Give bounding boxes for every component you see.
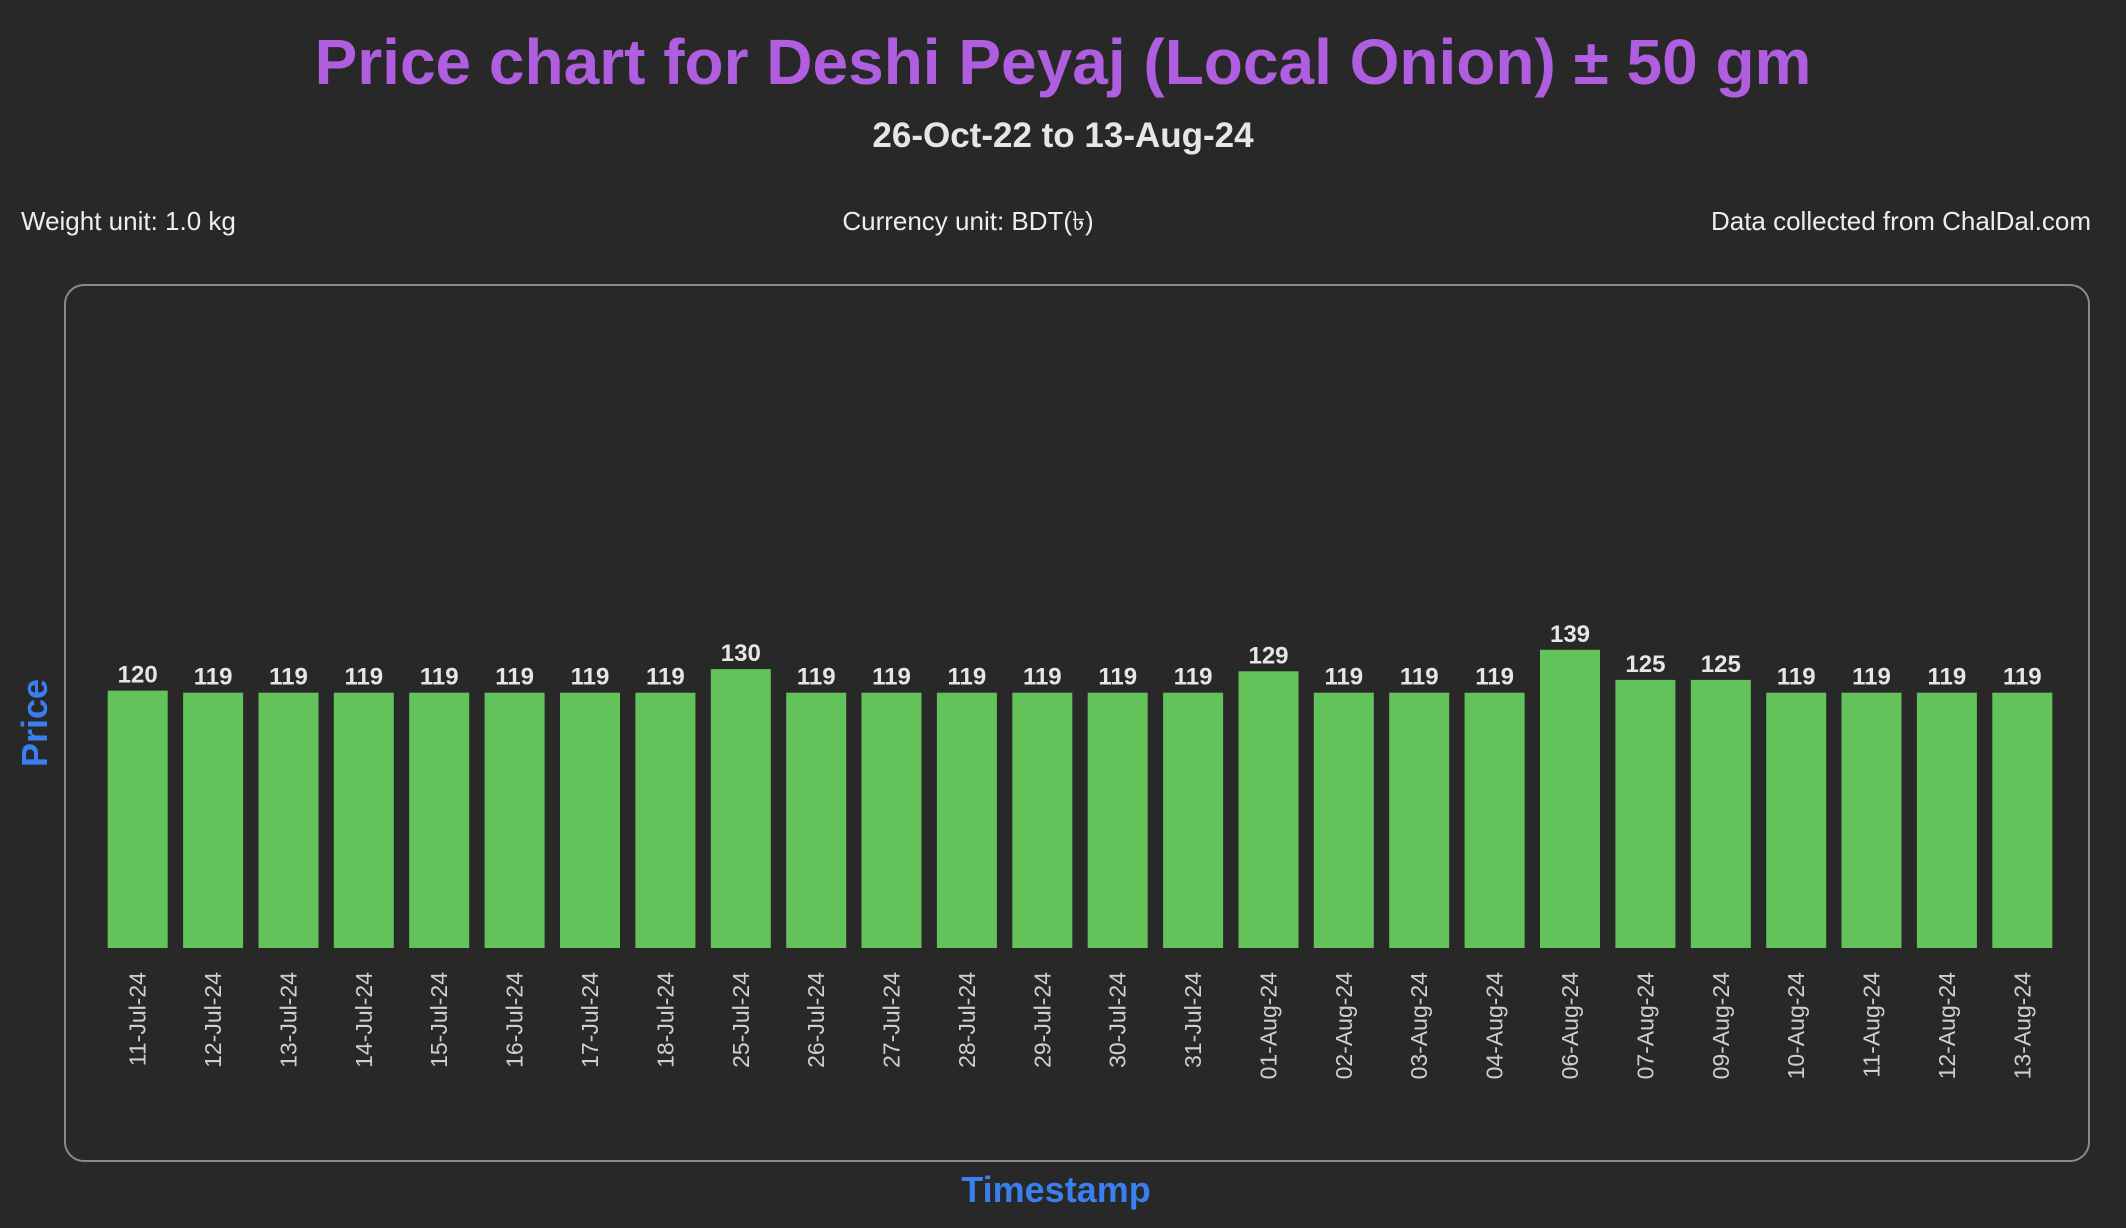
bar-value-label: 119 <box>1475 664 1514 691</box>
bar-value-label: 119 <box>495 664 534 691</box>
bar <box>333 692 394 948</box>
bar-value-label: 119 <box>571 664 610 691</box>
bar-value-label: 119 <box>1928 664 1967 691</box>
bar <box>710 669 771 948</box>
x-axis-label: Timestamp <box>961 1169 1151 1210</box>
bar-value-label: 119 <box>797 664 836 691</box>
x-tick-label: 31-Jul-24 <box>1180 972 1206 1068</box>
bar-value-label: 119 <box>1098 664 1137 691</box>
bar <box>183 692 244 948</box>
x-tick-label: 25-Jul-24 <box>728 972 754 1068</box>
bar <box>409 692 470 948</box>
bar <box>1087 692 1148 948</box>
bar-value-label: 125 <box>1701 651 1741 678</box>
bar <box>1163 692 1224 948</box>
x-tick-label: 06-Aug-24 <box>1557 972 1583 1080</box>
bar-value-label: 119 <box>948 664 987 691</box>
bar <box>1540 649 1600 948</box>
x-tick-label: 28-Jul-24 <box>954 972 980 1068</box>
bar-value-label: 119 <box>646 664 685 691</box>
chart-title: Price chart for Deshi Peyaj (Local Onion… <box>314 26 1812 98</box>
bar-value-label: 119 <box>1777 664 1816 691</box>
x-tick-label: 30-Jul-24 <box>1105 972 1131 1068</box>
bar-value-label: 125 <box>1625 651 1665 678</box>
bar-value-label: 119 <box>872 664 911 691</box>
x-tick-label: 11-Aug-24 <box>1859 972 1885 1078</box>
bar-value-label: 119 <box>269 664 308 691</box>
x-tick-label: 27-Jul-24 <box>879 972 905 1068</box>
x-tick-label: 29-Jul-24 <box>1029 972 1055 1068</box>
bar-value-label: 119 <box>2003 664 2042 691</box>
bar <box>1389 692 1450 948</box>
bar <box>484 692 545 948</box>
bar-value-label: 119 <box>344 664 383 691</box>
x-tick-label: 10-Aug-24 <box>1783 972 1809 1080</box>
x-tick-label: 16-Jul-24 <box>502 972 528 1068</box>
x-tick-label: 11-Jul-24 <box>125 972 151 1066</box>
bar <box>1916 692 1977 948</box>
bar-value-label: 119 <box>1023 664 1062 691</box>
bar <box>1464 692 1525 948</box>
bar <box>258 692 319 948</box>
bar-value-label: 129 <box>1248 642 1288 669</box>
x-tick-label: 12-Jul-24 <box>200 972 226 1068</box>
x-tick-label: 26-Jul-24 <box>803 972 829 1068</box>
bar <box>635 692 696 948</box>
currency-unit-label: Currency unit: BDT(৳) <box>842 206 1094 236</box>
x-tick-label: 07-Aug-24 <box>1632 972 1658 1080</box>
x-tick-label: 13-Jul-24 <box>276 972 302 1068</box>
bar <box>1690 679 1751 948</box>
bar-value-label: 119 <box>194 664 233 691</box>
bar <box>1012 692 1073 948</box>
bar-value-label: 119 <box>1174 664 1213 691</box>
bar <box>107 690 168 948</box>
bar-value-label: 139 <box>1550 621 1590 648</box>
x-tick-label: 14-Jul-24 <box>351 972 377 1068</box>
bar <box>1615 679 1676 948</box>
x-tick-label: 02-Aug-24 <box>1331 972 1357 1080</box>
bar <box>861 692 922 948</box>
x-tick-label: 09-Aug-24 <box>1708 972 1734 1080</box>
bar <box>1238 671 1299 948</box>
bar-value-label: 119 <box>1400 664 1439 691</box>
bar <box>1841 692 1902 948</box>
bar-value-label: 119 <box>1852 664 1891 691</box>
x-tick-label: 03-Aug-24 <box>1406 972 1432 1080</box>
x-tick-label: 18-Jul-24 <box>652 972 678 1068</box>
x-tick-label: 04-Aug-24 <box>1482 972 1508 1080</box>
x-tick-label: 17-Jul-24 <box>577 972 603 1068</box>
data-source-label: Data collected from ChalDal.com <box>1710 206 2091 236</box>
weight-unit-label: Weight unit: 1.0 kg <box>21 206 236 236</box>
chart-subtitle: 26-Oct-22 to 13-Aug-24 <box>872 116 1254 155</box>
bar-value-label: 130 <box>721 640 761 667</box>
bar-value-label: 120 <box>118 662 158 689</box>
bar-value-label: 119 <box>420 664 459 691</box>
x-tick-label: 01-Aug-24 <box>1256 972 1282 1080</box>
bar <box>560 692 620 948</box>
bar <box>1313 692 1374 948</box>
x-tick-label: 15-Jul-24 <box>426 972 452 1068</box>
bar <box>1766 692 1827 948</box>
bar <box>1992 692 2053 948</box>
chart-frame <box>64 284 2090 1162</box>
bar-value-label: 119 <box>1324 664 1363 691</box>
x-tick-label: 12-Aug-24 <box>1934 972 1960 1080</box>
x-tick-label: 13-Aug-24 <box>2009 972 2035 1080</box>
bar <box>936 692 997 948</box>
bar <box>786 692 847 948</box>
